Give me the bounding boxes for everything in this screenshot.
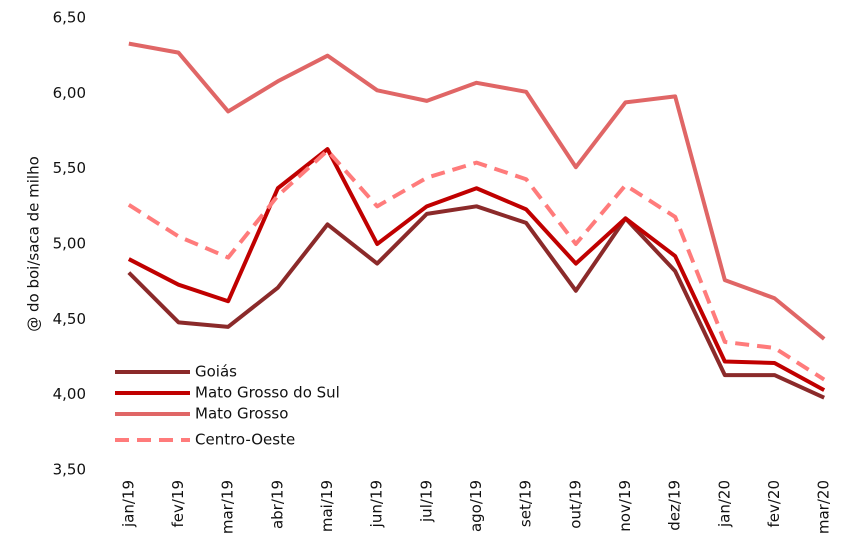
y-tick-label: 3,50	[53, 461, 86, 479]
x-tick-label: abr/19	[268, 480, 286, 529]
series-line	[127, 147, 826, 392]
y-tick-label: 5,50	[53, 159, 86, 177]
x-tick-label: jan/19	[119, 480, 137, 528]
x-tick-label: jun/19	[368, 480, 386, 528]
y-tick-label: 6,50	[53, 9, 86, 27]
x-tick-label: out/19	[566, 480, 584, 529]
y-tick-label: 5,00	[53, 235, 86, 253]
y-tick-label: 4,00	[53, 385, 86, 403]
series-line	[127, 148, 826, 382]
series-line	[127, 204, 825, 400]
x-tick-label: jan/20	[715, 480, 733, 528]
x-tick-label: mar/19	[219, 480, 237, 534]
legend-label: Centro-Oeste	[195, 431, 295, 449]
legend-label: Mato Grosso do Sul	[195, 384, 340, 402]
x-tick-label: jul/19	[417, 480, 435, 523]
x-tick-label: mai/19	[318, 480, 336, 532]
x-tick-label: set/19	[517, 480, 535, 527]
series-line	[128, 41, 826, 341]
legend-label: Goiás	[195, 363, 237, 381]
x-tick-label: fev/20	[765, 480, 783, 528]
legend-label: Mato Grosso	[195, 405, 288, 423]
x-tick-label: ago/19	[467, 480, 485, 532]
x-tick-label: mar/20	[815, 480, 833, 534]
x-tick-label: fev/19	[169, 480, 187, 528]
x-tick-label: nov/19	[616, 480, 634, 532]
y-axis-label: @ do boi/saca de milho	[25, 156, 43, 332]
x-tick-label: dez/19	[666, 480, 684, 531]
y-tick-label: 4,50	[53, 310, 86, 328]
y-tick-label: 6,00	[53, 84, 86, 102]
